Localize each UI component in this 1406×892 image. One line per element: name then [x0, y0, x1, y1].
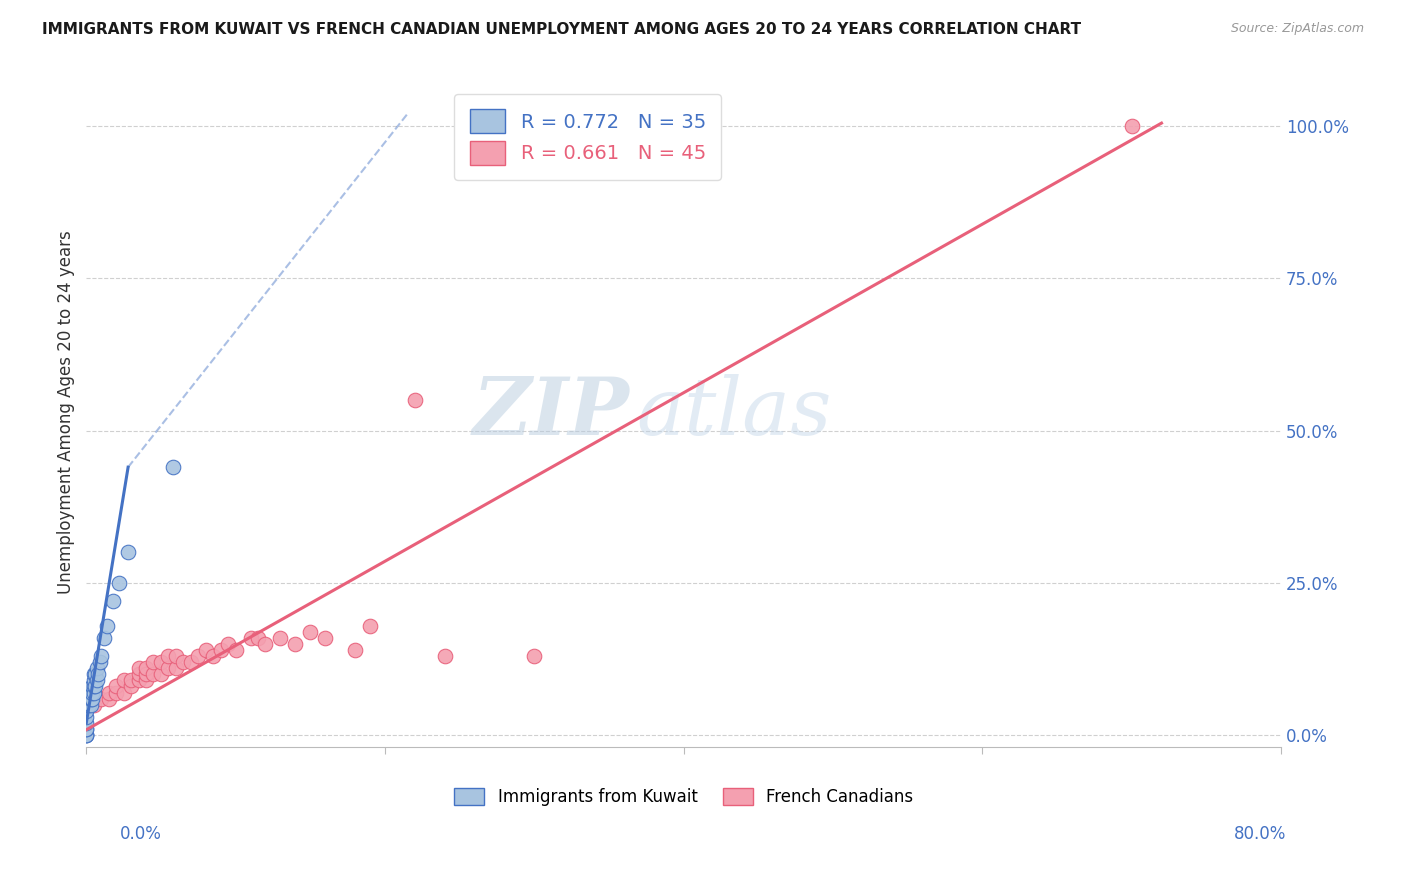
Point: [80, 685, 103, 699]
Point: [82, 680, 104, 694]
Point: [83, 673, 105, 688]
Text: atlas: atlas: [636, 374, 831, 451]
Point: [433, 648, 456, 663]
Point: [89, 655, 111, 669]
Point: [97, 691, 120, 706]
Point: [142, 655, 165, 669]
Point: [135, 673, 157, 688]
Point: [157, 648, 180, 663]
Point: [105, 680, 128, 694]
Point: [202, 648, 225, 663]
Point: [112, 685, 135, 699]
Point: [77, 698, 100, 712]
Point: [523, 648, 546, 663]
Point: [284, 637, 307, 651]
Point: [80, 691, 103, 706]
Point: [90, 691, 112, 706]
Text: 80.0%: 80.0%: [1234, 825, 1286, 843]
Point: [344, 643, 367, 657]
Point: [82, 685, 104, 699]
Point: [77, 691, 100, 706]
Point: [87, 667, 110, 681]
Point: [314, 631, 336, 645]
Point: [86, 661, 108, 675]
Point: [75, 728, 97, 742]
Point: [187, 648, 209, 663]
Point: [83, 685, 105, 699]
Point: [135, 661, 157, 675]
Point: [157, 661, 180, 675]
Point: [86, 673, 108, 688]
Point: [165, 648, 187, 663]
Point: [135, 667, 157, 681]
Point: [209, 643, 232, 657]
Point: [162, 460, 184, 475]
Point: [84, 680, 107, 694]
Point: [239, 631, 262, 645]
Text: IMMIGRANTS FROM KUWAIT VS FRENCH CANADIAN UNEMPLOYMENT AMONG AGES 20 TO 24 YEARS: IMMIGRANTS FROM KUWAIT VS FRENCH CANADIA…: [42, 22, 1081, 37]
Text: 0.0%: 0.0%: [120, 825, 162, 843]
Y-axis label: Unemployment Among Ages 20 to 24 years: Unemployment Among Ages 20 to 24 years: [58, 230, 75, 594]
Point: [247, 631, 270, 645]
Point: [75, 722, 97, 736]
Point: [269, 631, 291, 645]
Point: [75, 722, 97, 736]
Legend: Immigrants from Kuwait, French Canadians: Immigrants from Kuwait, French Canadians: [447, 781, 920, 813]
Point: [149, 655, 172, 669]
Point: [75, 704, 97, 718]
Point: [165, 661, 187, 675]
Point: [96, 618, 118, 632]
Point: [75, 728, 97, 742]
Point: [83, 680, 105, 694]
Point: [83, 698, 105, 712]
Point: [128, 667, 150, 681]
Text: ZIP: ZIP: [472, 374, 630, 451]
Point: [117, 545, 139, 559]
Point: [82, 691, 104, 706]
Point: [84, 667, 107, 681]
Point: [108, 575, 131, 590]
Point: [90, 648, 112, 663]
Point: [128, 673, 150, 688]
Point: [404, 393, 426, 408]
Point: [172, 655, 194, 669]
Point: [75, 710, 97, 724]
Point: [142, 667, 165, 681]
Point: [217, 637, 239, 651]
Point: [105, 685, 128, 699]
Point: [101, 594, 124, 608]
Point: [359, 618, 381, 632]
Point: [180, 655, 202, 669]
Point: [80, 698, 103, 712]
Point: [93, 631, 115, 645]
Point: [75, 698, 97, 712]
Point: [83, 667, 105, 681]
Point: [194, 643, 217, 657]
Point: [120, 673, 142, 688]
Text: Source: ZipAtlas.com: Source: ZipAtlas.com: [1230, 22, 1364, 36]
Point: [75, 728, 97, 742]
Point: [149, 667, 172, 681]
Point: [225, 643, 247, 657]
Point: [254, 637, 277, 651]
Point: [75, 691, 97, 706]
Point: [299, 624, 322, 639]
Point: [112, 673, 135, 688]
Point: [1121, 119, 1143, 133]
Point: [120, 680, 142, 694]
Point: [128, 661, 150, 675]
Point: [75, 716, 97, 731]
Point: [97, 685, 120, 699]
